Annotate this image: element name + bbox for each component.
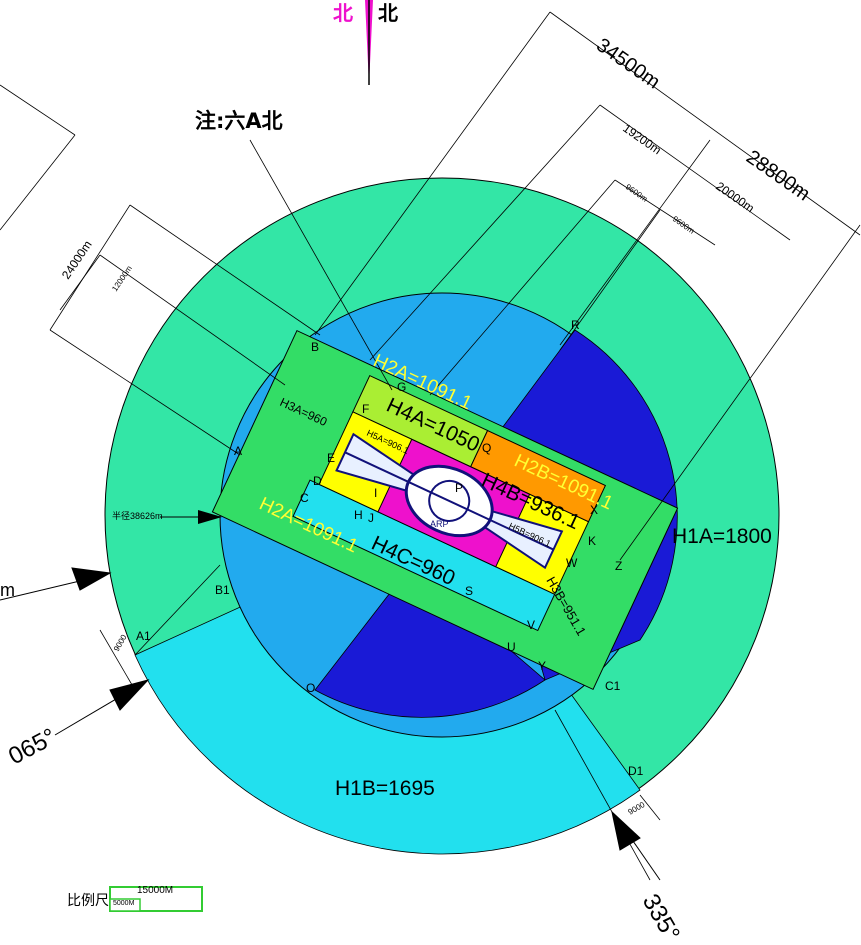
pt-z: Z xyxy=(615,559,622,573)
pt-b1: B1 xyxy=(215,583,230,597)
pt-v: V xyxy=(527,618,535,632)
scale-big-label: 15000M xyxy=(137,885,173,896)
pt-f: F xyxy=(362,402,369,416)
pt-i: I xyxy=(374,486,377,500)
pt-g: G xyxy=(397,380,406,394)
pt-o: O xyxy=(306,681,315,695)
pt-k: K xyxy=(588,534,596,548)
dimension-lines xyxy=(0,11,861,881)
dim-34500: 34500m xyxy=(592,34,664,93)
pt-y: Y xyxy=(538,659,546,673)
scale-bar-small xyxy=(109,898,141,912)
pt-c1: C1 xyxy=(605,679,621,693)
pt-u: U xyxy=(507,640,516,654)
arp-label: ARP xyxy=(430,519,449,529)
pt-h: H xyxy=(354,508,363,522)
zone-h1a: H1A=1800 xyxy=(672,525,772,548)
north-label-black: 北 xyxy=(378,1,398,25)
deep-blue-sector-bottom xyxy=(314,579,546,718)
dim-12000: 12000m xyxy=(110,264,134,293)
scale-label: 比例尺: xyxy=(67,893,114,909)
approach-arrows xyxy=(0,567,661,881)
pt-x: X xyxy=(590,503,598,517)
runway-zone-group xyxy=(211,329,679,691)
dim-19200: 19200m xyxy=(620,121,664,157)
dim-28800: 28800m xyxy=(742,146,814,205)
north-arrow xyxy=(365,0,373,85)
radius-arrowhead xyxy=(198,510,222,524)
pt-d: D xyxy=(313,474,322,488)
pt-a1: A1 xyxy=(136,629,151,643)
pt-e: E xyxy=(327,451,335,465)
angle-335: 335° xyxy=(637,890,685,945)
dim-9000-a: 9000 xyxy=(112,633,129,653)
north-label-magenta: 北 xyxy=(333,1,353,25)
pt-q: Q xyxy=(482,441,491,455)
runway-centerline xyxy=(344,451,554,551)
pt-s: S xyxy=(465,584,473,598)
dim-20000: 20000m xyxy=(713,179,757,215)
partial-m-label: m xyxy=(0,580,15,600)
dim-24000: 24000m xyxy=(59,238,95,282)
pt-j: J xyxy=(368,511,374,525)
scale-small-label: 5000M xyxy=(113,900,135,907)
pt-w: W xyxy=(566,556,578,570)
pt-c: C xyxy=(300,491,309,505)
note-label: 注:六A北 xyxy=(195,109,283,133)
dim-radius: 半径38626m xyxy=(112,510,163,521)
pt-a: A xyxy=(234,444,242,458)
point-labels: B A G F E D C H J I O P K X W Z V U Y S … xyxy=(136,318,644,778)
pt-r: R xyxy=(571,318,580,332)
dim-9000-b: 9000 xyxy=(627,800,647,817)
zone-h1b: H1B=1695 xyxy=(335,777,435,800)
pt-b: B xyxy=(311,340,319,354)
pt-p: P xyxy=(455,481,463,495)
pt-d1: D1 xyxy=(628,764,644,778)
dim-9600-a: 9600m xyxy=(624,182,649,204)
angle-065: 065° xyxy=(4,723,61,770)
dim-9600-b: 9600m xyxy=(671,214,696,236)
